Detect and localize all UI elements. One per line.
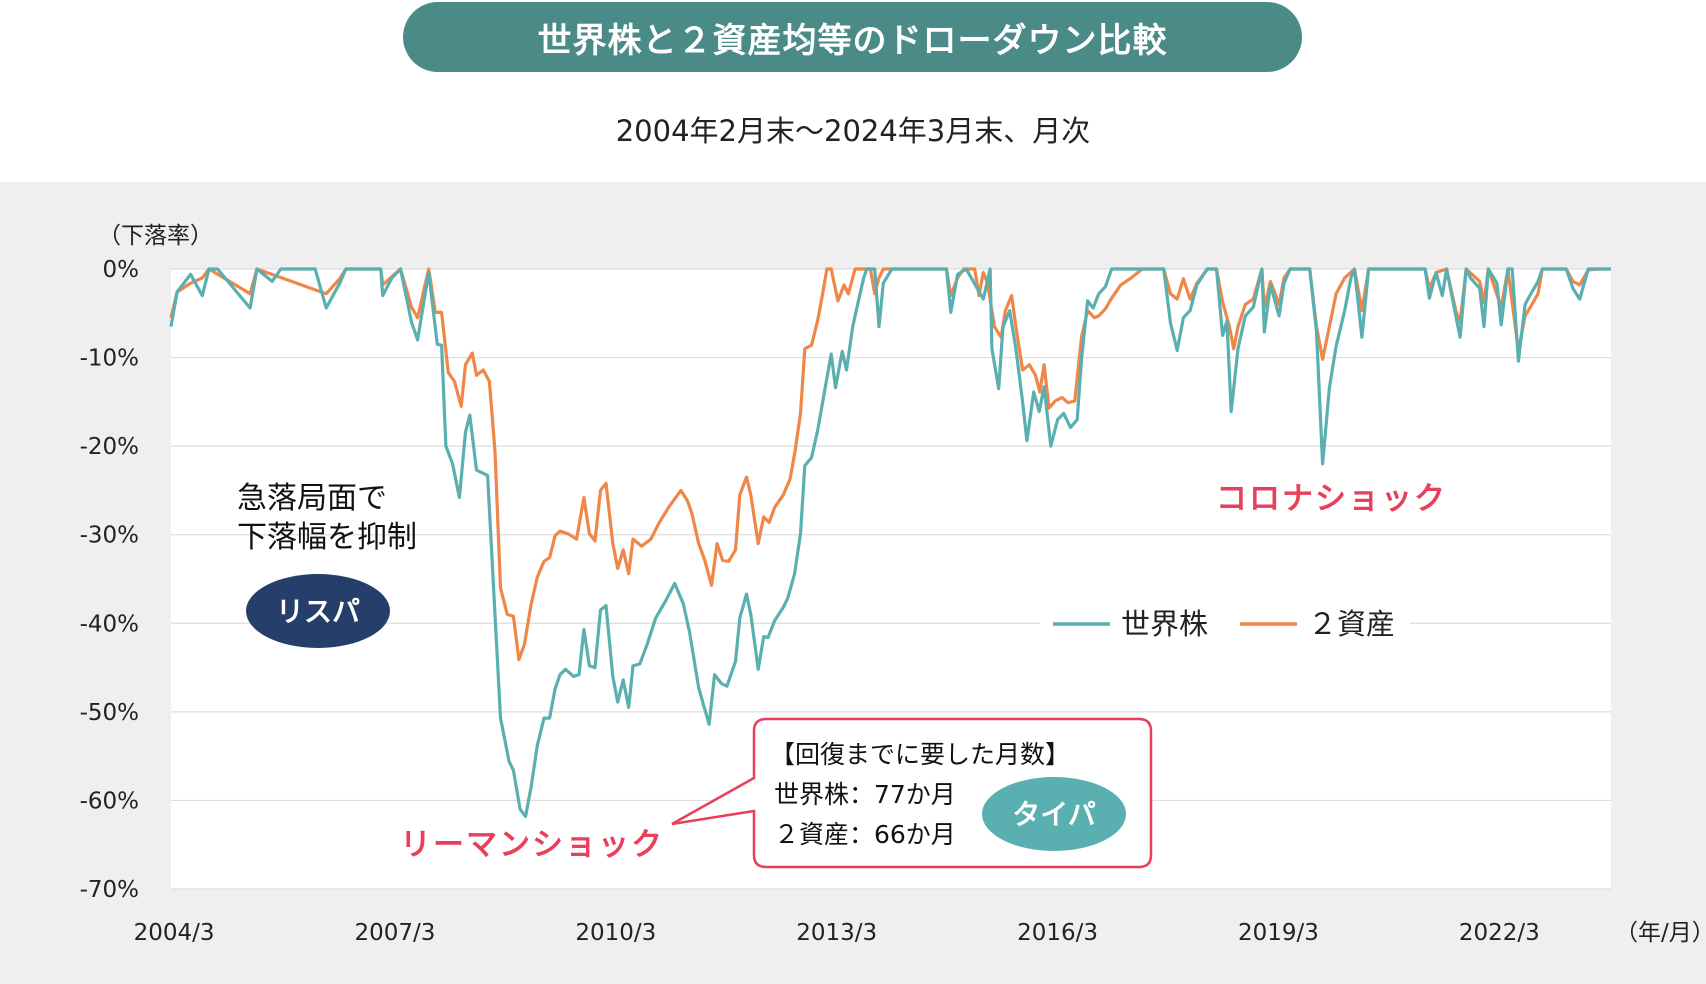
- taipa-badge: [982, 777, 1126, 851]
- corona-shock-label: コロナショック: [1216, 481, 1447, 517]
- taipa-label: タイパ: [1012, 798, 1095, 831]
- x-tick-label: 2019/3: [1238, 920, 1319, 946]
- x-tick-label: 2022/3: [1459, 920, 1540, 946]
- annotation-suppress-line1: 急落局面で: [237, 481, 387, 516]
- y-tick-label: -50%: [80, 700, 139, 726]
- lehman-shock-label: リーマンショック: [400, 827, 664, 863]
- y-tick-label: 0%: [103, 257, 140, 283]
- legend-label-world: 世界株: [1121, 607, 1208, 641]
- y-tick-label: -30%: [80, 523, 139, 549]
- series-line-two-asset: [169, 267, 1611, 662]
- risupa-label: リスパ: [276, 595, 360, 628]
- x-axis-unit-label: （年/月）: [1615, 920, 1706, 946]
- y-tick-label: -20%: [80, 434, 139, 460]
- x-tick-label: 2004/3: [134, 920, 215, 946]
- recovery-title: 【回復までに要した月数】: [770, 740, 1070, 769]
- x-tick-label: 2013/3: [796, 920, 877, 946]
- chart-subtitle: 2004年2月末～2024年3月末、月次: [615, 114, 1091, 148]
- recovery-world: 世界株：77か月: [774, 780, 956, 809]
- recovery-callout: 【回復までに要した月数】 世界株：77か月 ２資産：66か月 タイパ: [671, 717, 1153, 869]
- y-tick-label: -10%: [80, 346, 139, 372]
- y-axis-label: （下落率）: [98, 223, 213, 249]
- legend: 世界株 ２資産: [1040, 605, 1410, 641]
- legend-label-two-asset: ２資産: [1308, 607, 1395, 641]
- risupa-badge: [246, 574, 390, 648]
- y-tick-label: -70%: [80, 877, 139, 903]
- x-tick-label: 2007/3: [354, 920, 435, 946]
- x-tick-label: 2016/3: [1017, 920, 1098, 946]
- x-tick-label: 2010/3: [575, 920, 656, 946]
- y-tick-label: -40%: [80, 611, 139, 637]
- chart-title: 世界株と２資産均等のドローダウン比較: [403, 2, 1302, 72]
- annotation-suppress-line2: 下落幅を抑制: [237, 520, 417, 555]
- recovery-two-asset: ２資産：66か月: [774, 820, 956, 849]
- y-tick-label: -60%: [80, 788, 139, 814]
- series-line-world-stocks: [169, 267, 1611, 818]
